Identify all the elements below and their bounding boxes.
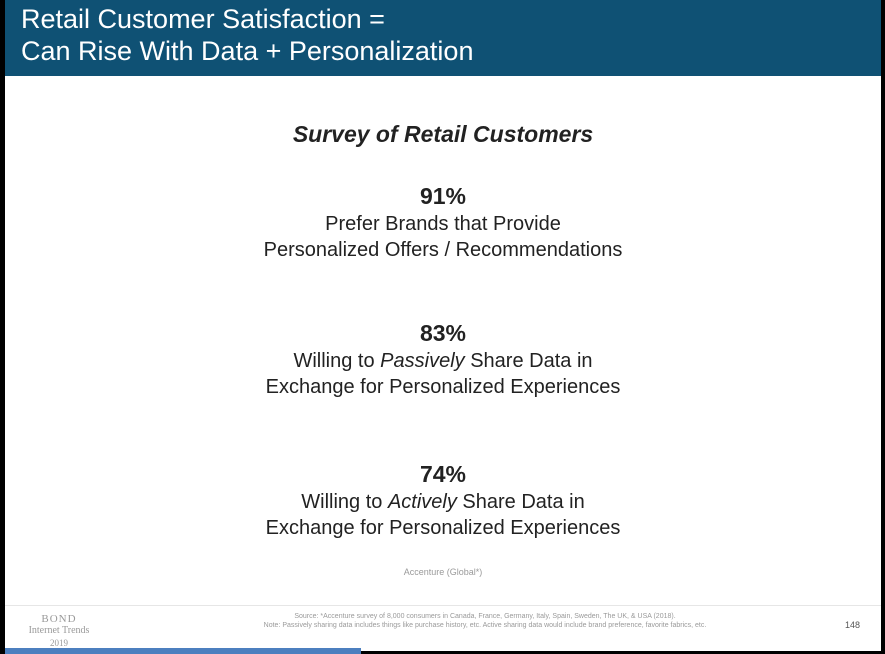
attribution: Accenture (Global*) xyxy=(403,567,483,577)
stat-text: Willing to xyxy=(301,491,388,513)
progress-bar xyxy=(5,648,361,654)
stat-text: Share Data in xyxy=(464,350,593,372)
footer-notes: Source: *Accenture survey of 8,000 consu… xyxy=(205,612,765,630)
logo-line-2: Internet Trends xyxy=(28,625,90,636)
stat-description-line-1: Willing to Passively Share Data in xyxy=(5,348,881,374)
slide-title-line-1: Retail Customer Satisfaction = xyxy=(21,4,385,34)
logo-line-3: 2019 xyxy=(50,638,68,648)
stat-description-line-2: Exchange for Personalized Experiences xyxy=(265,517,621,539)
page-number: 148 xyxy=(845,620,861,630)
stat-block-74: 74% Willing to Actively Share Data in Ex… xyxy=(5,459,881,541)
stat-text: Share Data in xyxy=(456,491,585,513)
logo-line-1: BOND xyxy=(41,613,77,625)
stat-description-line-1: Prefer Brands that Provide xyxy=(325,213,561,235)
stat-description-line-2: Personalized Offers / Recommendations xyxy=(263,239,623,261)
bond-logo: BOND Internet Trends 2019 xyxy=(21,613,97,649)
stat-text: Willing to xyxy=(293,350,381,372)
stat-percent: 91% xyxy=(419,183,467,209)
stat-emphasis: Actively xyxy=(387,491,457,513)
stat-block-83: 83% Willing to Passively Share Data in E… xyxy=(5,318,881,400)
stat-percent: 74% xyxy=(419,461,467,487)
stat-description-line-2: Exchange for Personalized Experiences xyxy=(265,376,621,398)
slide: Retail Customer Satisfaction = Can Rise … xyxy=(5,0,881,651)
slide-title-line-2: Can Rise With Data + Personalization xyxy=(21,36,474,66)
footer-divider xyxy=(5,605,881,606)
stat-emphasis: Passively xyxy=(380,350,465,372)
stat-description-line-1: Willing to Actively Share Data in xyxy=(5,489,881,515)
survey-subtitle: Survey of Retail Customers xyxy=(292,121,594,147)
data-note: Note: Passively sharing data includes th… xyxy=(263,622,707,629)
source-note: Source: *Accenture survey of 8,000 consu… xyxy=(294,613,676,620)
stat-percent: 83% xyxy=(419,320,467,346)
title-banner: Retail Customer Satisfaction = Can Rise … xyxy=(5,0,881,76)
stat-block-91: 91% Prefer Brands that Provide Personali… xyxy=(5,181,881,263)
